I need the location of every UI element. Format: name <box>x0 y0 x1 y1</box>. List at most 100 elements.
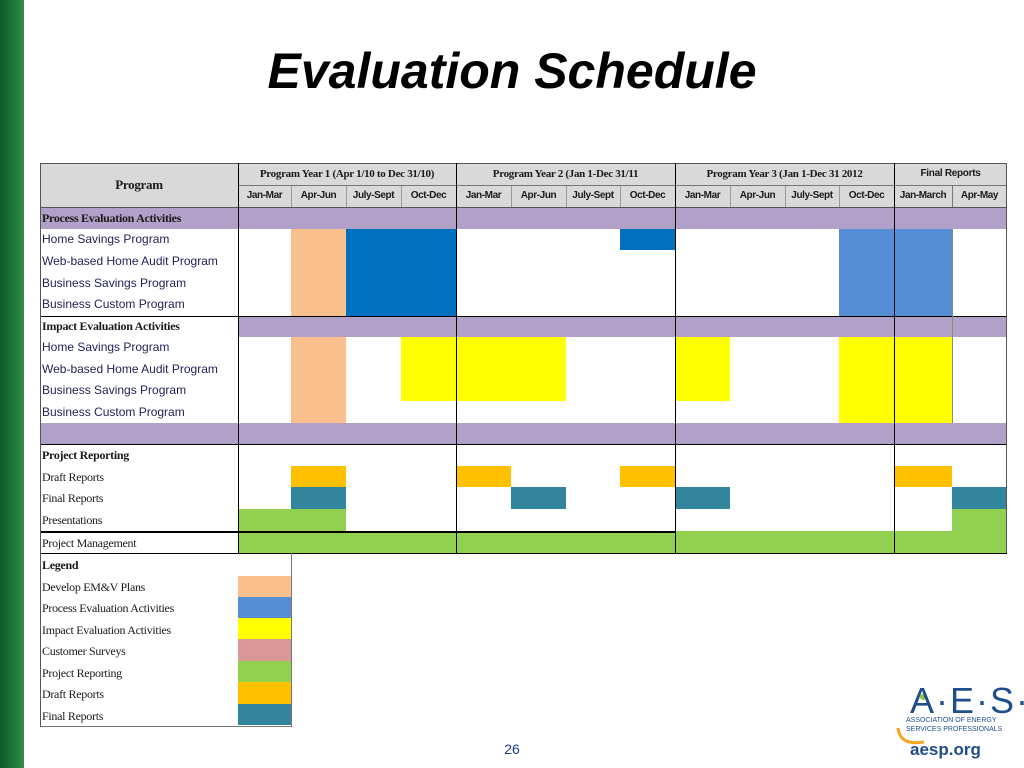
grid-line <box>456 163 457 553</box>
section-band-impact <box>238 316 1007 337</box>
quarter-header: Apr-Jun <box>520 190 557 201</box>
quarter-header: Oct-Dec <box>629 190 666 201</box>
row-label: Project Management <box>42 536 137 550</box>
legend-label: Draft Reports <box>42 687 104 701</box>
legend-title: Legend <box>42 558 79 572</box>
row-label: Home Savings Program <box>42 232 170 246</box>
impact-eval-bar <box>839 337 952 423</box>
row-label: Business Savings Program <box>42 276 187 290</box>
quarter-divider <box>730 186 731 207</box>
legend-swatch <box>238 682 291 704</box>
grid-line <box>40 726 291 727</box>
quarter-header: Jan-Mar <box>684 190 721 201</box>
grid-line <box>40 207 1007 208</box>
quarter-divider <box>346 186 347 207</box>
process-eval-bar <box>346 229 456 316</box>
grid-line <box>952 229 953 423</box>
grid-line <box>40 316 1007 317</box>
legend-swatch <box>238 704 291 725</box>
impact-eval-bar <box>401 337 456 401</box>
grid-line <box>894 163 895 553</box>
legend-swatch <box>238 576 291 597</box>
quarter-divider <box>620 186 621 207</box>
section-title-reporting: Project Reporting <box>42 448 129 462</box>
quarter-divider <box>401 186 402 207</box>
grid-line <box>675 163 676 553</box>
quarter-header: July-Sept <box>791 190 833 201</box>
legend-label: Process Evaluation Activities <box>42 601 174 615</box>
legend-label: Project Reporting <box>42 666 122 680</box>
row-label: Presentations <box>42 513 103 527</box>
quarter-header: Oct-Dec <box>410 190 447 201</box>
legend-label: Final Reports <box>42 709 104 723</box>
process-eval-bar <box>839 229 952 316</box>
row-label: Home Savings Program <box>42 340 170 354</box>
quarter-divider <box>291 186 292 207</box>
grid-line <box>238 163 239 553</box>
section-band-process-label-bg <box>40 208 238 229</box>
quarter-divider <box>511 186 512 207</box>
section-band-process <box>40 208 1007 229</box>
grid-line <box>952 186 953 207</box>
row-label: Final Reports <box>42 491 104 505</box>
process-eval-bar <box>620 229 675 250</box>
develop-emv-bar <box>291 229 346 316</box>
draft-reports-bar <box>620 466 675 487</box>
section-title-process: Process Evaluation Activities <box>42 211 182 225</box>
year-header-3: Program Year 3 (Jan 1-Dec 31 2012 <box>706 168 863 180</box>
grid-line <box>1006 163 1007 553</box>
section-title-impact: Impact Evaluation Activities <box>42 319 180 333</box>
final-reports-bar <box>511 487 566 509</box>
legend-label: Impact Evaluation Activities <box>42 623 171 637</box>
grid-line <box>291 553 292 727</box>
quarter-divider <box>785 186 786 207</box>
quarter-header: Apr-May <box>960 190 999 201</box>
develop-emv-bar <box>291 337 346 423</box>
section-band-blank <box>40 423 1007 444</box>
grid-line <box>40 531 675 533</box>
project-management-bar <box>238 531 1007 553</box>
aesp-logo-arc <box>896 694 926 745</box>
draft-reports-bar <box>894 466 952 487</box>
quarter-header: July-Sept <box>352 190 395 201</box>
quarter-header: Jan-Mar <box>465 190 502 201</box>
page-number: 26 <box>504 741 520 757</box>
grid-line <box>40 163 41 727</box>
aesp-logo: A·E·S·P <box>910 680 1024 721</box>
aesp-url: aesp.org <box>910 740 981 759</box>
grid-line <box>40 163 1007 164</box>
program-header: Program <box>115 177 163 192</box>
quarter-header: July-Sept <box>572 190 614 201</box>
legend-label: Customer Surveys <box>42 644 126 658</box>
aesp-logo-subtitle: ASSOCIATION OF ENERGY SERVICES PROFESSIO… <box>906 717 1003 733</box>
quarter-header: Jan-Mar <box>246 190 283 201</box>
impact-eval-bar <box>456 337 566 401</box>
row-label: Web-based Home Audit Program <box>42 254 218 268</box>
row-label: Business Custom Program <box>42 405 185 419</box>
row-label: Business Savings Program <box>42 383 187 397</box>
legend-swatch <box>238 597 291 618</box>
final-reports-bar <box>952 487 1007 509</box>
year-header-final: Final Reports <box>920 168 981 179</box>
presentations-bar <box>238 509 346 531</box>
quarter-header: Jan-March <box>899 190 947 201</box>
year-header-2: Program Year 2 (Jan 1-Dec 31/11 <box>492 168 639 180</box>
legend-swatch <box>238 639 291 661</box>
year-header-1: Program Year 1 (Apr 1/10 to Dec 31/10) <box>259 168 435 180</box>
slide-title: Evaluation Schedule <box>267 43 757 99</box>
grid-line <box>238 185 1007 186</box>
final-reports-bar <box>291 487 346 509</box>
legend-swatch <box>238 661 291 682</box>
presentations-bar <box>952 509 1007 531</box>
program-header-cell <box>40 163 238 207</box>
impact-eval-bar <box>675 337 730 401</box>
legend-label: Develop EM&V Plans <box>42 580 146 594</box>
quarter-divider <box>839 186 840 207</box>
quarter-header: Apr-Jun <box>300 190 337 201</box>
quarter-header: Apr-Jun <box>739 190 776 201</box>
row-label: Business Custom Program <box>42 297 185 311</box>
draft-reports-bar <box>291 466 346 487</box>
quarter-divider <box>566 186 567 207</box>
grid-line <box>40 444 1007 445</box>
